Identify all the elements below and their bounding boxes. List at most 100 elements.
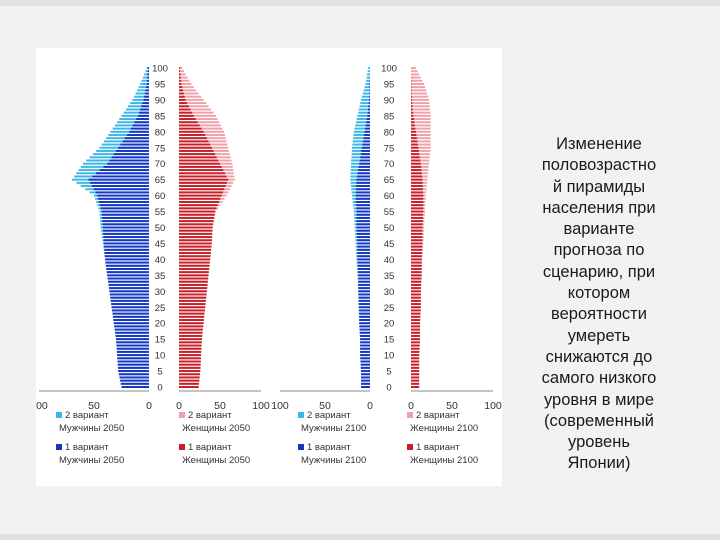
bar-variant1-age-29	[109, 293, 149, 296]
bar-variant1-age-91	[369, 95, 370, 98]
x-tick-label: 0	[176, 400, 182, 412]
bar-variant1-age-34	[358, 277, 370, 280]
age-tick-label: 60	[384, 191, 395, 202]
bar-variant2-age-88	[128, 105, 149, 108]
bar-variant1-age-4	[179, 373, 200, 376]
bar-variant1-age-55	[411, 210, 424, 213]
bar-variant2-age-79	[411, 134, 431, 136]
bar-variant1-age-72	[360, 156, 370, 159]
bar-variant1-age-17	[359, 331, 370, 334]
age-tick-label: 70	[384, 159, 395, 170]
bar-variant2-age-84	[179, 118, 218, 121]
bar-variant1-age-92	[369, 92, 370, 95]
bar-variant1-age-100	[147, 67, 149, 69]
bar-variant1-age-44	[411, 245, 423, 248]
bar-variant2-age-76	[352, 143, 370, 146]
bar-variant1-age-64	[179, 181, 227, 184]
bar-variant2-age-77	[352, 140, 370, 143]
bar-variant1-age-66	[92, 175, 149, 178]
bar-variant1-age-78	[179, 137, 207, 140]
caption-line: половозрастно	[541, 156, 657, 175]
bar-variant1-age-12	[360, 347, 370, 350]
bar-variant1-age-59	[179, 197, 221, 200]
bar-variant1-age-80	[364, 130, 370, 133]
bar-variant1-age-53	[179, 216, 215, 219]
bar-variant1-age-38	[357, 264, 370, 267]
x-tick-label: 0	[146, 400, 152, 412]
x-tick-label: 100	[36, 400, 48, 412]
bar-variant1-age-23	[359, 312, 370, 315]
bar-variant1-age-76	[411, 143, 418, 146]
bar-variant1-age-35	[179, 274, 209, 277]
bar-variant1-age-93	[145, 89, 149, 92]
bar-variant1-age-31	[411, 287, 422, 290]
bar-variant2-age-86	[179, 111, 214, 114]
bar-variant1-age-15	[411, 338, 421, 341]
bar-variant1-age-66	[357, 175, 370, 178]
bar-variant1-age-56	[356, 207, 370, 210]
bar-variant2-age-89	[130, 102, 149, 105]
bar-variant1-age-42	[179, 252, 211, 254]
bar-variant1-age-43	[179, 248, 212, 251]
bar-variant1-age-18	[114, 328, 149, 331]
bar-variant1-age-76	[362, 143, 370, 146]
bar-variant1-age-90	[179, 98, 186, 101]
bar-variant1-age-72	[179, 156, 217, 159]
bar-variant2-age-94	[179, 86, 194, 89]
bar-variant1-age-23	[112, 312, 149, 315]
bar-variant1-age-87	[411, 108, 413, 111]
bar-variant1-age-28	[179, 296, 207, 299]
bar-variant1-age-6	[179, 366, 201, 369]
bar-variant2-age-96	[411, 79, 423, 82]
bar-variant1-age-54	[179, 213, 215, 216]
bar-variant1-age-28	[110, 296, 149, 299]
legend-label: 2 вариант	[416, 410, 460, 421]
bar-variant2-age-82	[114, 124, 149, 127]
bar-variant1-age-72	[411, 156, 420, 159]
bar-variant1-age-85	[138, 114, 149, 117]
bar-variant1-age-10	[117, 354, 149, 357]
bar-variant1-age-80	[179, 130, 204, 133]
bar-variant2-age-85	[179, 114, 216, 117]
bar-variant1-age-1	[179, 382, 200, 385]
bar-variant1-age-19	[359, 325, 370, 328]
bar-variant1-age-28	[411, 296, 421, 299]
bar-variant1-age-8	[360, 360, 370, 363]
bar-variant1-age-0	[361, 386, 370, 388]
legend-swatch	[179, 412, 185, 418]
bar-variant1-age-51	[102, 223, 149, 226]
legend-label: 1 вариант	[65, 442, 109, 453]
bar-variant1-age-59	[411, 197, 424, 200]
bar-variant2-age-74	[351, 149, 370, 152]
bar-variant1-age-70	[359, 162, 370, 165]
bar-variant1-age-49	[411, 229, 423, 232]
bar-variant1-age-99	[179, 70, 181, 73]
bar-variant1-age-65	[179, 178, 229, 181]
bar-variant1-age-51	[356, 223, 370, 226]
bar-variant1-age-9	[179, 357, 201, 360]
bar-variant1-age-82	[411, 124, 415, 127]
caption-line: й пирамиды	[552, 177, 646, 196]
bar-variant1-age-52	[411, 220, 423, 223]
bar-variant1-age-32	[108, 283, 149, 286]
bar-variant1-age-2	[120, 379, 149, 382]
bar-variant2-age-98	[179, 73, 186, 76]
bar-variant1-age-4	[118, 373, 149, 376]
bar-variant1-age-1	[361, 382, 370, 385]
bar-variant1-age-69	[358, 165, 370, 168]
bar-variant1-age-23	[179, 312, 205, 315]
bar-variant2-age-87	[125, 108, 149, 111]
bar-variant1-age-54	[356, 213, 370, 216]
bar-variant1-age-77	[362, 140, 370, 143]
legend-swatch	[298, 412, 304, 418]
bar-variant1-age-41	[411, 255, 422, 258]
bar-variant1-age-3	[179, 376, 200, 379]
bar-variant1-age-55	[179, 210, 216, 213]
bar-variant1-age-39	[179, 261, 210, 264]
caption-line: прогноза по	[553, 241, 645, 260]
bar-variant1-age-67	[411, 172, 422, 175]
bar-variant2-age-83	[179, 121, 220, 124]
bar-variant1-age-36	[179, 271, 209, 274]
bar-variant1-age-30	[109, 290, 149, 293]
bar-variant1-age-45	[103, 242, 149, 245]
